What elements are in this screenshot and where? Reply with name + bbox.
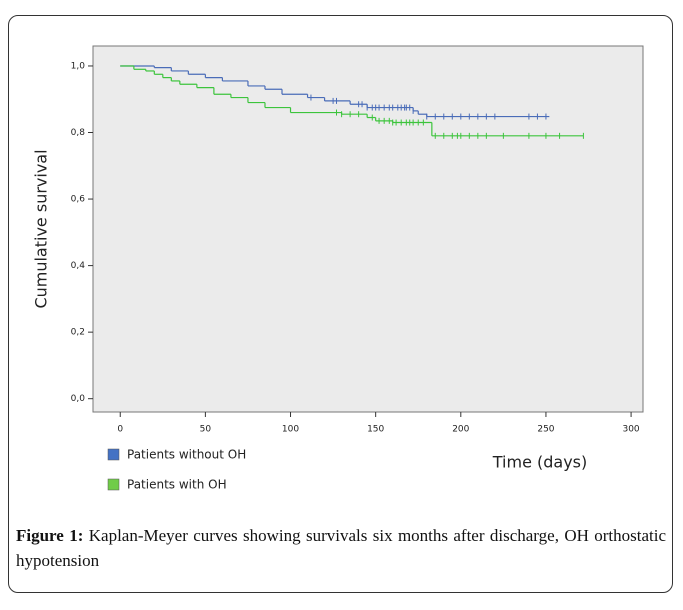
x-tick-label: 0 <box>117 425 123 435</box>
y-tick-label: 0,8 <box>71 128 86 138</box>
x-tick-label: 150 <box>367 425 384 435</box>
x-tick-label: 250 <box>537 425 554 435</box>
x-tick-label: 100 <box>282 425 299 435</box>
x-tick-label: 300 <box>622 425 639 435</box>
x-tick-label: 50 <box>200 425 212 435</box>
y-tick-label: 0,0 <box>71 394 86 404</box>
legend-swatch <box>107 478 120 491</box>
figure-frame <box>8 15 673 593</box>
plot-area <box>92 45 644 413</box>
legend-label: Patients without OH <box>127 448 246 462</box>
y-axis-label: Cumulative survival <box>32 149 51 308</box>
y-tick-label: 1,0 <box>71 61 86 71</box>
y-tick-label: 0,4 <box>71 261 86 271</box>
legend-swatch <box>107 448 120 461</box>
y-tick-label: 0,6 <box>71 195 86 205</box>
chart: Cumulative survival Time (days) 0,0 0,2 0,… <box>32 45 644 492</box>
legend-label: Patients with OH <box>127 478 227 492</box>
y-tick-label: 0,2 <box>71 328 85 338</box>
caption-label: Figure 1: <box>16 526 84 545</box>
caption: Figure 1: Kaplan-Meyer curves showing su… <box>16 523 666 573</box>
x-axis-label: Time (days) <box>492 453 588 472</box>
x-tick-label: 200 <box>452 425 469 435</box>
caption-text: Kaplan-Meyer curves showing survivals si… <box>16 526 667 570</box>
